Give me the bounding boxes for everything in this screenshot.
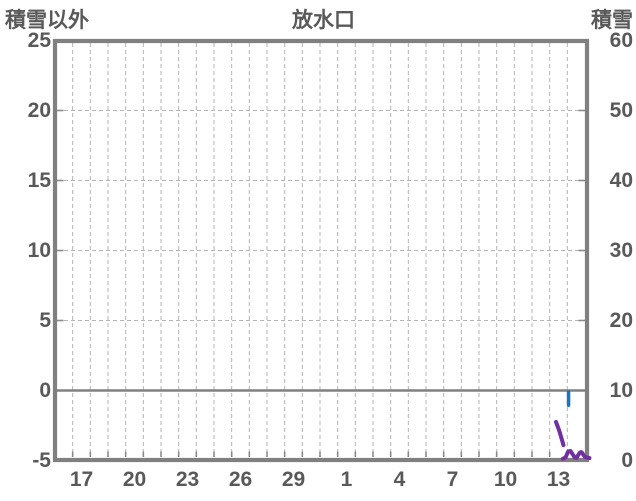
x-tick-label: 1 — [340, 468, 353, 491]
x-tick-label: 23 — [175, 468, 200, 491]
x-tick-label: 29 — [281, 468, 306, 491]
right-axis-title: 積雪 — [591, 9, 633, 32]
x-tick-label: 17 — [69, 468, 94, 491]
x-tick-label: 26 — [228, 468, 253, 491]
y-left-tick-label: 0 — [39, 378, 51, 402]
x-tick-label: 20 — [122, 468, 147, 491]
y-left-tick-label: 15 — [27, 168, 51, 192]
x-tick-label: 10 — [493, 468, 518, 491]
plot-frame — [52, 38, 590, 463]
series-purple — [554, 420, 566, 448]
y-right-tick-label: 0 — [621, 448, 633, 472]
y-left-tick-label: -5 — [32, 448, 51, 472]
y-right-tick-label: 30 — [609, 238, 633, 262]
x-tick-label: 7 — [446, 468, 459, 491]
series-purple — [560, 449, 592, 461]
y-left-tick-label: 10 — [27, 238, 51, 262]
y-right-tick-label: 40 — [609, 168, 633, 192]
y-right-tick-label: 10 — [609, 378, 633, 402]
y-left-tick-label: 25 — [27, 28, 51, 52]
left-axis-title: 積雪以外 — [5, 9, 89, 32]
chart-title: 放水口 — [292, 9, 355, 32]
y-right-tick-label: 60 — [609, 28, 633, 52]
x-tick-label: 4 — [393, 468, 406, 491]
x-tick-label: 13 — [546, 468, 571, 491]
y-left-tick-label: 20 — [27, 98, 51, 122]
y-left-tick-label: 5 — [39, 308, 51, 332]
y-right-tick-label: 50 — [609, 98, 633, 122]
y-right-tick-label: 20 — [609, 308, 633, 332]
